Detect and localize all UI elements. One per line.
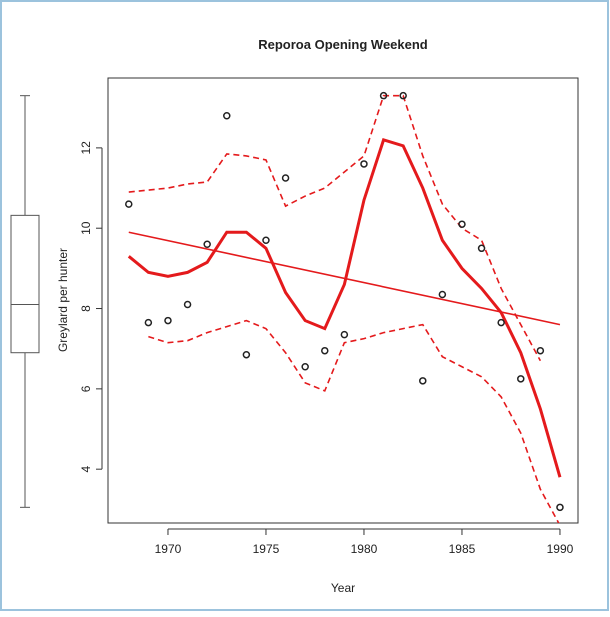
point [223,112,231,120]
y-tick-label: 8 [79,305,93,312]
y-tick-label: 6 [79,385,93,392]
point [203,240,211,249]
point [438,290,447,299]
point [301,363,309,371]
chart-title: Reporoa Opening Weekend [258,37,428,52]
point [477,244,486,253]
plot-box [107,77,579,524]
plot-area [125,91,564,523]
point [164,316,172,325]
x-tick-label: 1980 [351,542,378,556]
point [458,220,466,228]
point [125,200,133,208]
point [497,318,505,327]
x-tick-label: 1990 [547,542,574,556]
point [399,91,407,100]
point [340,330,349,339]
x-axis-label: Year [331,581,355,595]
point [321,346,329,355]
y-tick-label: 4 [79,466,93,473]
point [183,300,192,309]
x-tick-label: 1970 [155,542,182,556]
point [379,91,388,100]
point [536,346,545,355]
point [360,160,368,168]
y-tick-label: 12 [79,141,93,155]
point [242,350,251,359]
y-tick-label: 10 [79,221,93,235]
x-tick-label: 1985 [449,542,476,556]
point [419,377,427,385]
y-axis-label: Greylard per hunter [56,248,70,352]
point [556,503,564,512]
x-tick-label: 1975 [253,542,280,556]
point [262,236,270,245]
band-line [148,319,560,523]
point [144,318,153,327]
trend-line [128,231,561,326]
smooth-line [127,137,562,478]
point [281,174,290,182]
box [10,214,40,354]
point [517,375,525,383]
band-line [128,94,542,362]
